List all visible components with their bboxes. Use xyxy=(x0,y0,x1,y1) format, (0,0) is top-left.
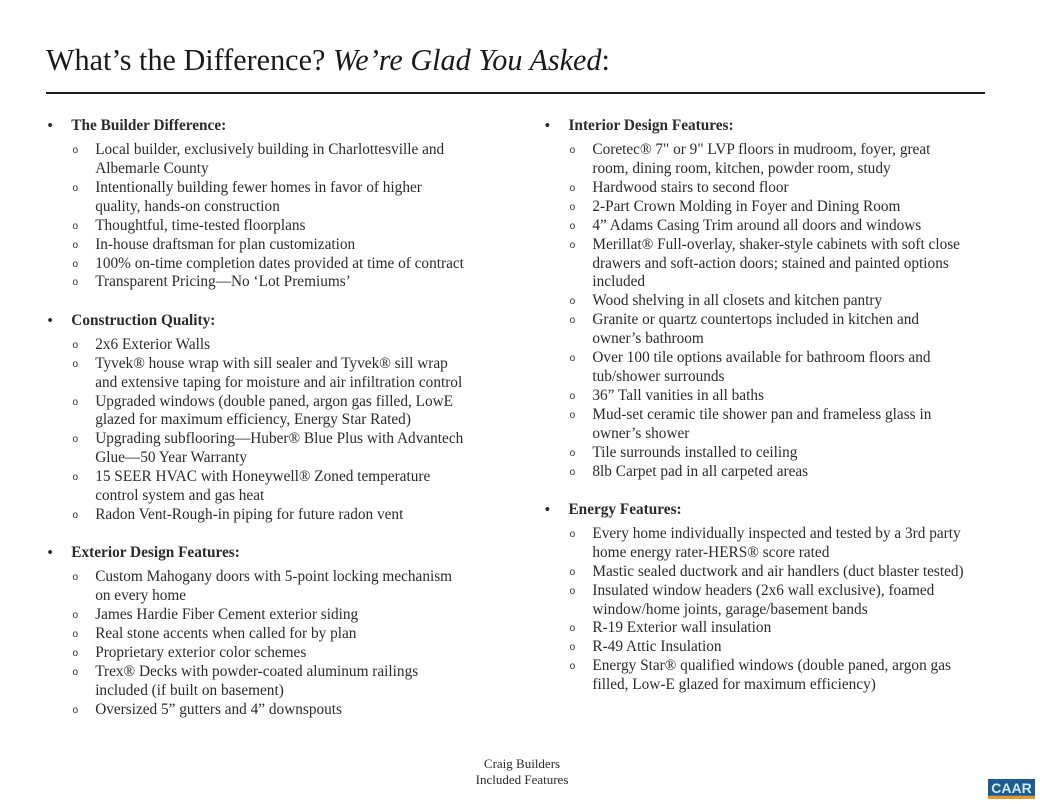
svg-text:CAAR: CAAR xyxy=(991,779,1031,795)
